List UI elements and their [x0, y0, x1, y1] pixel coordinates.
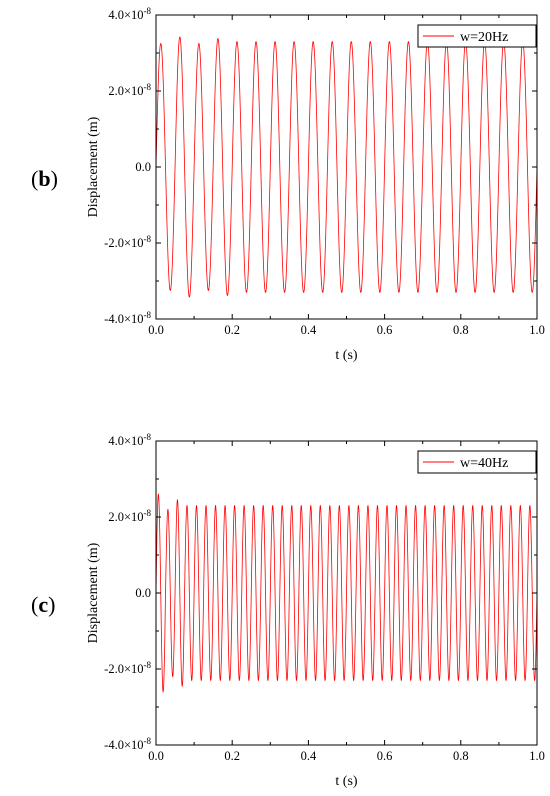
y-tick-mantissa: 4.0×10 — [108, 8, 143, 22]
y-tick-mantissa: 2.0×10 — [108, 510, 143, 524]
y-tick-label: 2.0×10-8 — [108, 82, 151, 98]
chart-panel-c: (c)0.0 0.2 0.4 0.6 0.8 1.04.0×10-82.0×10-80.0… — [31, 432, 545, 789]
legend: w=40Hz — [417, 450, 537, 474]
x-tick-label: 1.0 — [529, 749, 545, 763]
x-axis-title: t (s) — [335, 348, 358, 363]
x-tick-label: 0.2 — [224, 323, 240, 337]
panel-label: (c) — [31, 592, 55, 617]
y-tick-exponent: -8 — [144, 310, 152, 320]
legend: w=20Hz — [417, 24, 537, 48]
panel-label-open: ( — [31, 592, 38, 617]
x-tick-label: 0.6 — [377, 323, 393, 337]
y-tick-exponent: -8 — [144, 82, 152, 92]
y-tick-mantissa: -4.0×10 — [104, 312, 143, 326]
y-tick-label: 4.0×10-8 — [108, 6, 151, 22]
y-tick-mantissa: -2.0×10 — [104, 662, 143, 676]
y-axis-title: Displacement (m) — [86, 542, 101, 643]
series-line-40hz — [156, 493, 537, 693]
y-tick-label: -4.0×10-8 — [104, 736, 151, 752]
y-tick-exponent: -8 — [144, 508, 152, 518]
panel-label-close: ) — [51, 166, 58, 191]
x-tick-label: 0.4 — [301, 323, 317, 337]
panel-label-letter: c — [38, 592, 48, 617]
y-axis-title: Displacement (m) — [86, 116, 101, 217]
legend-box — [417, 24, 537, 48]
x-tick-label: 0.0 — [148, 749, 164, 763]
series-line-20hz — [156, 36, 537, 298]
y-tick-exponent: -8 — [144, 234, 152, 244]
chart-panel-b: (b)0.0 0.2 0.4 0.6 0.8 1.04.0×10-82.0×10-80.0… — [31, 6, 545, 363]
y-tick-label: -2.0×10-8 — [104, 660, 151, 676]
y-tick-label: 2.0×10-8 — [108, 508, 151, 524]
panel-label-open: ( — [31, 166, 38, 191]
legend-box — [417, 450, 537, 474]
y-tick-exponent: -8 — [144, 660, 152, 670]
x-tick-label: 0.2 — [224, 749, 240, 763]
x-tick-label: 0.8 — [453, 749, 469, 763]
legend-label: w=40Hz — [460, 456, 508, 471]
y-tick-exponent: -8 — [144, 736, 152, 746]
y-tick-exponent: -8 — [144, 432, 152, 442]
panel-label: (b) — [31, 166, 58, 191]
y-tick-label: 0.0 — [135, 160, 151, 174]
x-tick-label: 0.6 — [377, 749, 393, 763]
y-tick-mantissa: 2.0×10 — [108, 84, 143, 98]
y-tick-mantissa: 4.0×10 — [108, 434, 143, 448]
y-tick-label: -4.0×10-8 — [104, 310, 151, 326]
y-tick-label: 4.0×10-8 — [108, 432, 151, 448]
x-tick-label: 1.0 — [529, 323, 545, 337]
panel-label-close: ) — [48, 592, 55, 617]
y-tick-mantissa: -2.0×10 — [104, 236, 143, 250]
x-tick-label: 0.0 — [148, 323, 164, 337]
y-tick-label: -2.0×10-8 — [104, 234, 151, 250]
legend-label: w=20Hz — [460, 30, 508, 45]
y-tick-mantissa: -4.0×10 — [104, 738, 143, 752]
y-tick-label: 0.0 — [135, 586, 151, 600]
y-tick-exponent: -8 — [144, 6, 152, 16]
x-tick-label: 0.8 — [453, 323, 469, 337]
x-tick-label: 0.4 — [301, 749, 317, 763]
panel-label-letter: b — [38, 166, 50, 191]
x-axis-title: t (s) — [335, 774, 358, 789]
